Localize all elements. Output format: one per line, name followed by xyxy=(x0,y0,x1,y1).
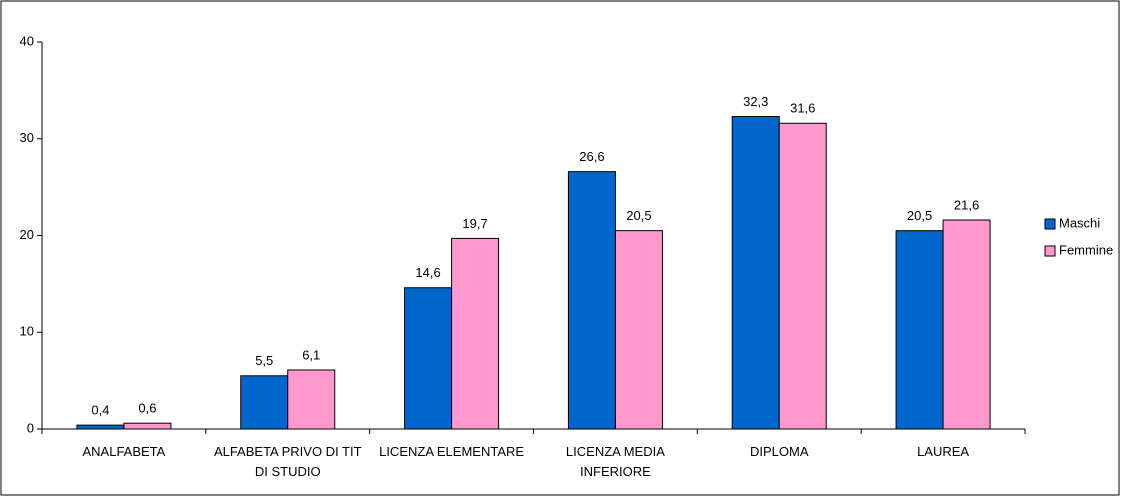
value-label: 0,4 xyxy=(91,403,109,418)
bar xyxy=(942,219,991,430)
bar xyxy=(404,287,453,430)
legend-swatch xyxy=(1044,245,1056,257)
value-label: 20,5 xyxy=(907,208,932,223)
value-label: 20,5 xyxy=(626,208,651,223)
y-tick-label: 40 xyxy=(20,33,34,48)
value-label: 0,6 xyxy=(138,401,156,416)
legend-label: Femmine xyxy=(1059,242,1113,257)
value-label: 5,5 xyxy=(255,353,273,368)
value-label: 31,6 xyxy=(790,101,815,116)
x-tick-label: LAUREA xyxy=(917,444,970,459)
y-tick-label: 0 xyxy=(27,420,34,435)
value-label: 19,7 xyxy=(462,216,487,231)
x-tick-label: ALFABETA PRIVO DI TIT DI STUDIO xyxy=(213,444,362,479)
value-label: 6,1 xyxy=(302,347,320,362)
y-tick-label: 20 xyxy=(20,227,34,242)
x-tick-label: LICENZA ELEMENTARE xyxy=(379,444,525,459)
bar xyxy=(895,230,944,430)
bar xyxy=(123,422,172,430)
bar xyxy=(778,122,827,430)
bar xyxy=(614,230,663,430)
value-label: 26,6 xyxy=(579,149,604,164)
bar xyxy=(287,369,336,430)
value-label: 32,3 xyxy=(743,94,768,109)
legend-swatch xyxy=(1044,218,1056,230)
value-label: 21,6 xyxy=(954,197,979,212)
value-label: 14,6 xyxy=(415,265,440,280)
bar xyxy=(731,115,780,430)
bar xyxy=(567,171,616,430)
bar xyxy=(451,237,500,430)
x-tick-label: LICENZA MEDIA INFERIORE xyxy=(565,444,665,479)
legend-label: Maschi xyxy=(1059,215,1100,230)
x-tick-label: DIPLOMA xyxy=(749,444,809,459)
y-tick-label: 30 xyxy=(20,130,34,145)
bar xyxy=(76,424,125,430)
y-tick-label: 10 xyxy=(20,324,34,339)
bar xyxy=(240,375,289,430)
x-tick-label: ANALFABETA xyxy=(82,444,166,459)
